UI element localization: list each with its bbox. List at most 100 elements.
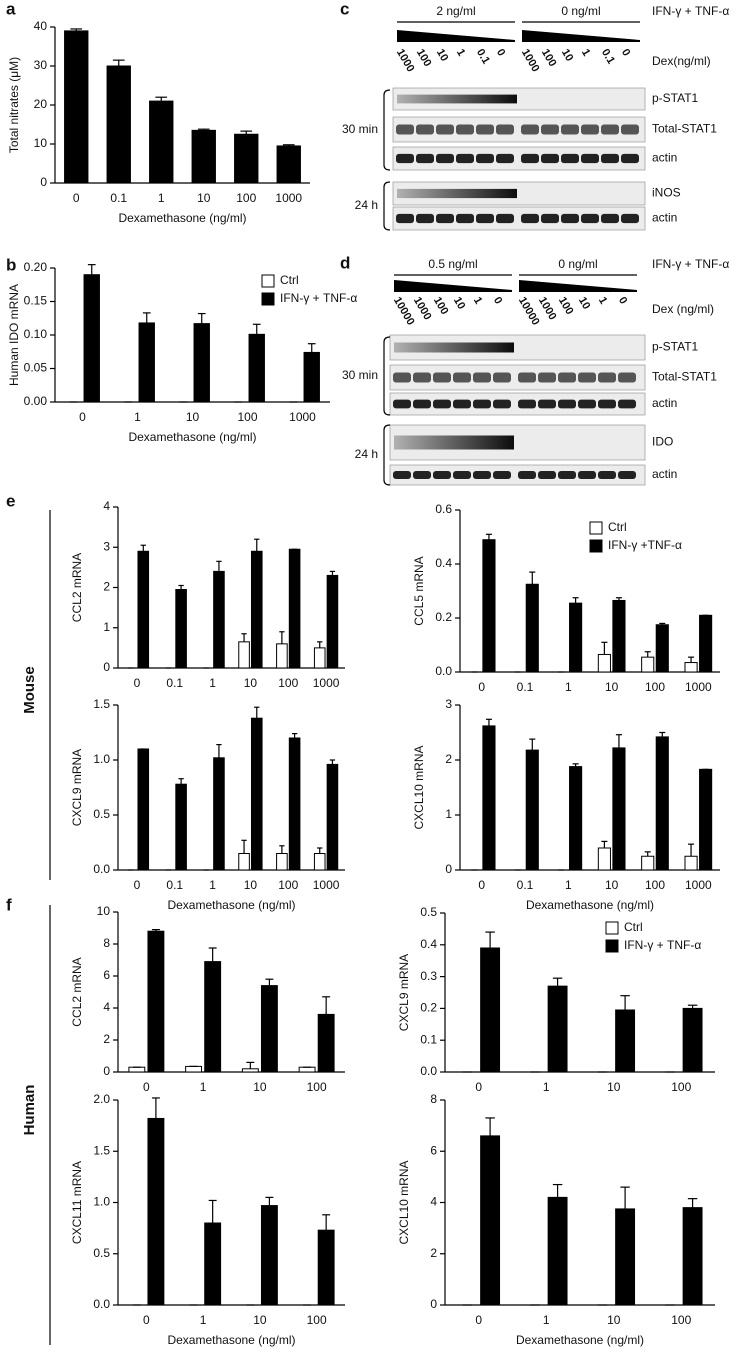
y-tick-label: 4 xyxy=(103,499,110,513)
blot-band xyxy=(436,213,454,224)
blot-band xyxy=(538,399,556,409)
bar xyxy=(83,274,100,403)
dose-label: 0.1 xyxy=(474,47,492,66)
y-axis-label: CCL2 mRNA xyxy=(70,553,84,622)
bar xyxy=(655,736,669,871)
bar xyxy=(326,763,339,871)
blot-band xyxy=(601,124,619,135)
blot-row-label: actin xyxy=(652,151,677,165)
legend-swatch xyxy=(605,939,619,953)
x-tick-label: 0.1 xyxy=(166,878,183,892)
y-tick-label: 0.6 xyxy=(435,502,452,516)
x-tick-label: 0 xyxy=(143,1080,150,1094)
blot-row-label: Total-STAT1 xyxy=(652,122,717,136)
x-tick-label: 0.1 xyxy=(110,191,127,205)
blot-band xyxy=(453,372,471,383)
y-tick-label: 2.0 xyxy=(93,1092,110,1106)
legend-swatch xyxy=(589,521,603,535)
blot-band xyxy=(561,213,579,224)
dose-label: 10 xyxy=(434,47,451,64)
legend-swatch xyxy=(605,921,619,935)
x-tick-label: 1000 xyxy=(275,191,302,205)
bar xyxy=(547,1196,568,1306)
blot-band xyxy=(518,399,536,409)
bar xyxy=(597,847,611,871)
y-tick-label: 2 xyxy=(445,752,452,766)
blot-band xyxy=(601,213,619,224)
bar xyxy=(482,725,496,871)
blot-band xyxy=(476,213,494,224)
dose-label: 1 xyxy=(579,47,592,58)
panel-letter: b xyxy=(6,255,16,274)
panel-letter: c xyxy=(340,0,349,18)
bar xyxy=(213,570,225,669)
bar xyxy=(699,614,713,673)
bar xyxy=(175,589,187,669)
dose-label: 100 xyxy=(539,47,559,69)
y-tick-label: 8 xyxy=(430,1092,437,1106)
x-tick-label: 1000 xyxy=(313,676,340,690)
y-tick-label: 1 xyxy=(103,620,110,634)
legend-swatch xyxy=(589,539,603,553)
blot-band xyxy=(521,153,539,164)
y-tick-label: 3 xyxy=(445,697,452,711)
blot-band xyxy=(541,213,559,224)
bar xyxy=(137,748,150,871)
x-tick-label: 0 xyxy=(475,1080,482,1094)
blot-band xyxy=(538,372,556,383)
x-tick-label: 0 xyxy=(134,676,141,690)
y-tick-label: 1.5 xyxy=(93,697,110,711)
bar xyxy=(128,1066,146,1073)
blot-band xyxy=(598,471,616,479)
y-tick-label: 8 xyxy=(103,936,110,950)
blot-band xyxy=(541,124,559,135)
blot-row-label: actin xyxy=(652,396,677,410)
bar xyxy=(276,145,301,184)
bar xyxy=(525,749,539,871)
bar xyxy=(241,1068,259,1073)
x-tick-label: 1 xyxy=(209,676,216,690)
blot-band xyxy=(396,153,414,164)
bar xyxy=(149,100,174,184)
dose-group-label: 0 ng/ml xyxy=(558,257,597,271)
blot-band xyxy=(578,471,596,479)
blot-strip xyxy=(392,146,646,171)
blot-band xyxy=(394,435,514,450)
bar xyxy=(612,599,626,673)
x-tick-label: 10 xyxy=(605,878,619,892)
x-axis-label: Dexamethasone (ng/ml) xyxy=(128,430,256,444)
blot-band xyxy=(618,471,636,479)
bar xyxy=(185,1065,203,1073)
bar xyxy=(682,1007,703,1073)
blot-band xyxy=(393,399,411,409)
blot-band xyxy=(453,471,471,479)
x-tick-label: 10 xyxy=(197,191,211,205)
dose-label: 10 xyxy=(451,295,468,312)
time-label: 24 h xyxy=(355,198,378,212)
bar xyxy=(326,574,339,669)
blot-band xyxy=(493,399,511,409)
bar xyxy=(64,30,89,184)
bar xyxy=(106,65,131,184)
y-tick-label: 0 xyxy=(103,660,110,674)
dex-label: Dex(ng/ml) xyxy=(652,54,711,68)
blot-band xyxy=(496,213,514,224)
x-tick-label: 1 xyxy=(200,1313,207,1327)
dose-label: 1000 xyxy=(519,47,542,74)
y-tick-label: 0.3 xyxy=(420,969,437,983)
x-tick-label: 0.1 xyxy=(517,680,534,694)
blot-band xyxy=(456,124,474,135)
dose-wedge xyxy=(519,280,637,292)
y-tick-label: 0.5 xyxy=(420,905,437,919)
y-tick-label: 0.05 xyxy=(24,361,48,375)
x-tick-label: 0 xyxy=(478,680,485,694)
group-label: Mouse xyxy=(21,666,38,714)
blot-band xyxy=(493,372,511,383)
bar xyxy=(248,333,265,403)
x-tick-label: 1 xyxy=(209,878,216,892)
blot-band xyxy=(621,124,639,135)
y-tick-label: 0.4 xyxy=(435,556,452,570)
x-tick-label: 10 xyxy=(607,1313,621,1327)
bar xyxy=(641,855,655,871)
